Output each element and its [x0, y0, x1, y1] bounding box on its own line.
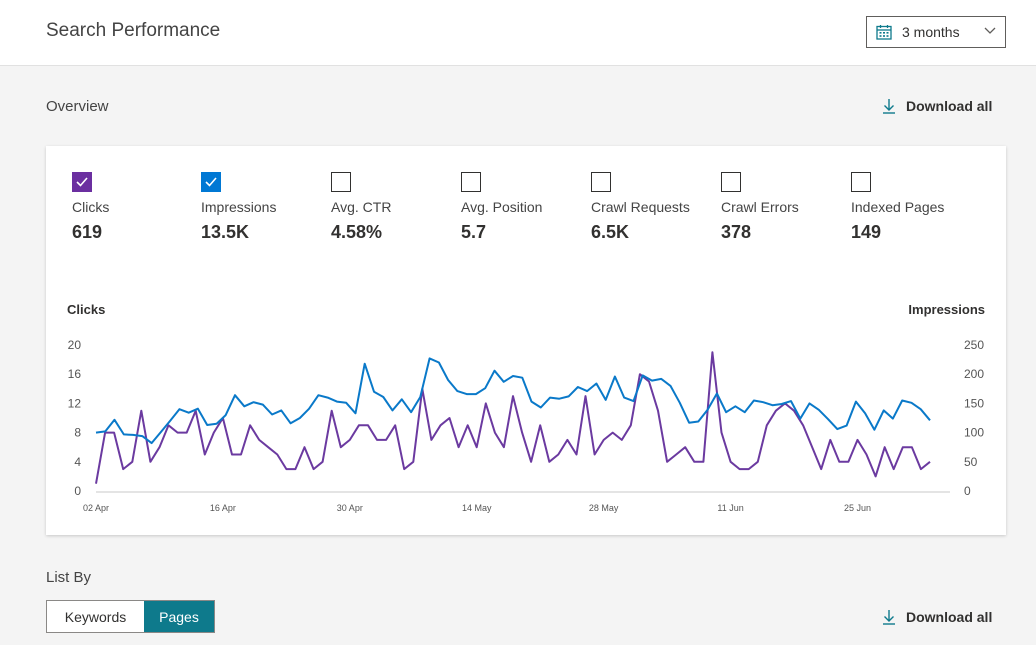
download-icon [883, 99, 895, 114]
overview-download-button[interactable]: Download all [882, 98, 992, 114]
metric-label: Avg. Position [461, 199, 543, 215]
x-tick-label: 28 May [589, 503, 619, 513]
calendar-icon [876, 25, 892, 40]
x-tick-label: 14 May [462, 503, 492, 513]
checkbox[interactable] [201, 172, 221, 192]
y-tick-label-right: 50 [964, 455, 978, 469]
overview-card: Clicks 619 Impressions 13.5K Avg. CTR 4.58% Av… [46, 146, 1006, 535]
metric-impressions[interactable]: Impressions 13.5K [201, 172, 321, 243]
y-tick-label-right: 200 [964, 367, 984, 381]
date-range-dropdown[interactable]: 3 months [866, 16, 1006, 48]
x-tick-label: 11 Jun [717, 503, 743, 513]
x-tick-label: 30 Apr [337, 503, 363, 513]
y-tick-label-left: 20 [68, 338, 82, 352]
page-title: Search Performance [46, 20, 221, 41]
y-axis-title-right: Impressions [908, 302, 985, 317]
y-tick-label-left: 0 [74, 484, 81, 498]
keywords-option[interactable]: Keywords [47, 601, 144, 632]
y-tick-label-right: 250 [964, 338, 984, 352]
y-tick-label-left: 12 [68, 396, 82, 410]
overview-title: Overview [46, 98, 109, 115]
metric-label: Impressions [201, 199, 277, 215]
download-icon [883, 610, 895, 625]
metric-value: 5.7 [461, 222, 487, 242]
checkbox[interactable] [461, 172, 481, 192]
list-by-toggle: Keywords Pages [46, 600, 215, 633]
series-line-clicks [95, 351, 931, 484]
y-tick-label-left: 8 [74, 426, 81, 440]
metric-label: Indexed Pages [851, 199, 945, 215]
x-tick-label: 16 Apr [210, 503, 236, 513]
checkbox[interactable] [331, 172, 351, 192]
metric-crawl-errors[interactable]: Crawl Errors 378 [721, 172, 841, 243]
y-axis-title-left: Clicks [67, 302, 105, 317]
checkbox[interactable] [591, 172, 611, 192]
metric-value: 13.5K [201, 222, 250, 242]
chevron-down-icon [984, 27, 996, 34]
y-tick-label-right: 0 [964, 484, 971, 498]
y-tick-label-left: 16 [68, 367, 82, 381]
date-range-value: 3 months [902, 24, 960, 40]
x-tick-label: 02 Apr [83, 503, 109, 513]
list-by-title: List By [46, 569, 92, 586]
checkbox[interactable] [851, 172, 871, 192]
check-icon [205, 177, 217, 187]
metric-avg-ctr[interactable]: Avg. CTR 4.58% [331, 172, 451, 243]
y-tick-label-left: 4 [74, 455, 81, 469]
metric-value: 6.5K [591, 222, 630, 242]
page-header: Search Performance 3 months [0, 0, 1036, 66]
metric-value: 4.58% [331, 222, 383, 242]
pages-option[interactable]: Pages [144, 601, 214, 632]
metric-indexed-pages[interactable]: Indexed Pages 149 [851, 172, 971, 243]
metric-value: 619 [72, 222, 103, 242]
download-label: Download all [906, 609, 993, 625]
metric-avg-position[interactable]: Avg. Position 5.7 [461, 172, 581, 243]
metric-value: 378 [721, 222, 752, 242]
metric-crawl-requests[interactable]: Crawl Requests 6.5K [591, 172, 711, 243]
metric-value: 149 [851, 222, 882, 242]
series-line-impressions [95, 357, 931, 445]
x-tick-label: 25 Jun [844, 503, 871, 513]
performance-chart: Clicks Impressions04812162005010015020025… [67, 302, 985, 513]
y-tick-label-right: 100 [964, 426, 984, 440]
metric-label: Avg. CTR [331, 199, 392, 215]
list-download-button[interactable]: Download all [882, 609, 992, 625]
metric-label: Clicks [72, 199, 110, 215]
checkbox[interactable] [72, 172, 92, 192]
download-label: Download all [906, 98, 993, 114]
metric-clicks[interactable]: Clicks 619 [72, 172, 192, 243]
metric-label: Crawl Requests [591, 199, 690, 215]
metric-label: Crawl Errors [721, 199, 799, 215]
check-icon [76, 177, 88, 187]
y-tick-label-right: 150 [964, 396, 984, 410]
checkbox[interactable] [721, 172, 741, 192]
